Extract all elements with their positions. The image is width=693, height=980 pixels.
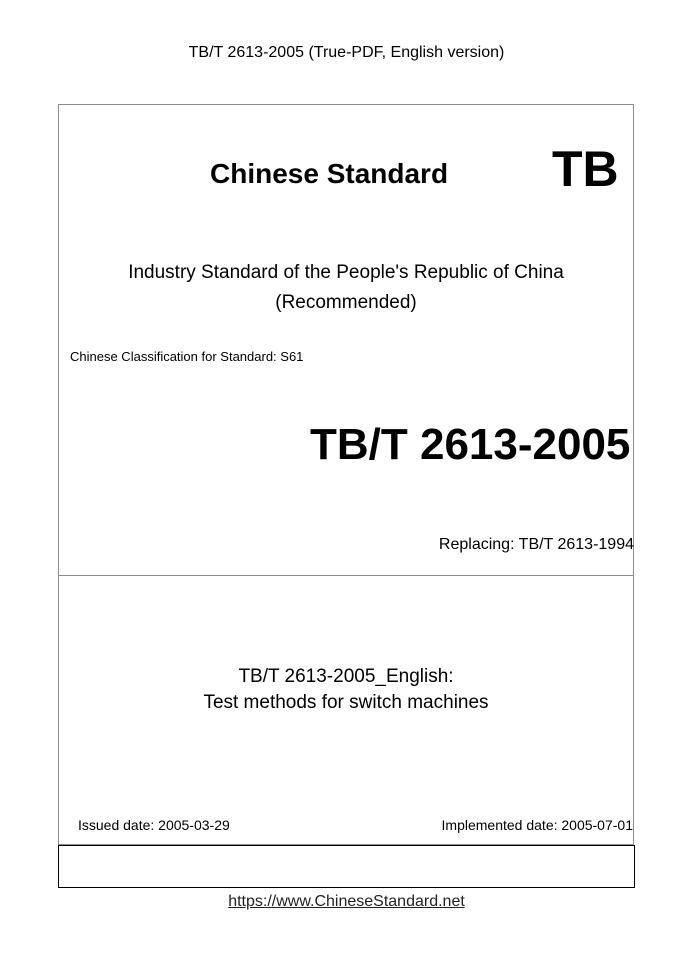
recommended-line: (Recommended) — [275, 292, 417, 313]
document-title-code: TB/T 2613-2005_English: — [238, 666, 454, 687]
cover-title: Chinese Standard — [210, 158, 449, 189]
replacing-note: Replacing: TB/T 2613-1994 — [438, 536, 634, 553]
website-link[interactable]: https://www.ChineseStandard.net — [228, 893, 465, 910]
bottom-box — [58, 845, 635, 888]
issued-date: Issued date: 2005-03-29 — [78, 817, 230, 833]
tb-logo: TB — [552, 141, 619, 197]
document-title-text: Test methods for switch machines — [203, 692, 489, 713]
industry-line: Industry Standard of the People's Republ… — [128, 262, 564, 283]
footer: https://www.ChineseStandard.net — [0, 893, 693, 911]
classification: Chinese Classification for Standard: S61 — [70, 349, 304, 364]
industry-standard-label: Industry Standard of the People's Republ… — [58, 258, 634, 318]
implemented-date: Implemented date: 2005-07-01 — [441, 817, 633, 833]
standard-code: TB/T 2613-2005 — [310, 420, 631, 469]
page-header: TB/T 2613-2005 (True-PDF, English versio… — [188, 44, 505, 61]
document-title: TB/T 2613-2005_English: Test methods for… — [58, 664, 634, 716]
section-divider — [58, 575, 634, 576]
cover-frame — [58, 104, 634, 845]
